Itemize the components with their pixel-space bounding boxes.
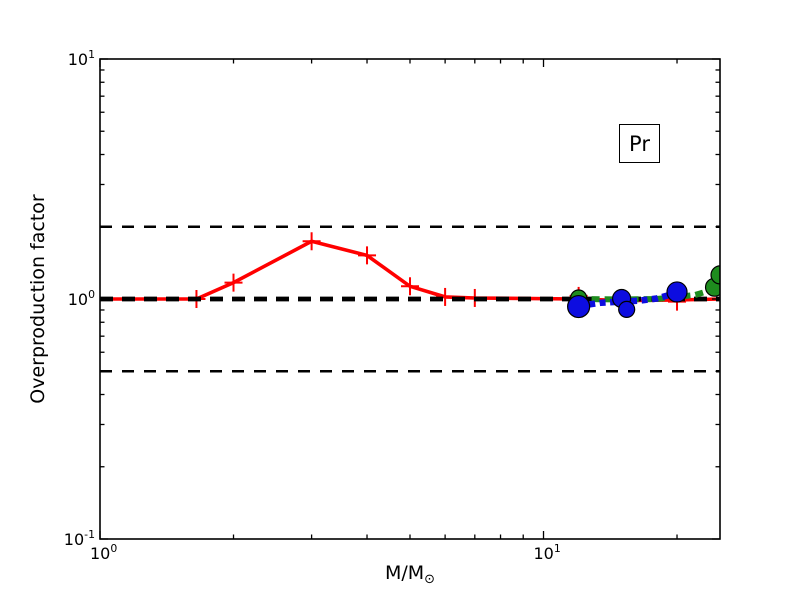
green-dashed-circles-line xyxy=(578,273,720,303)
y-tick-label: 100 xyxy=(68,288,95,309)
blue-dotted-circles-marker xyxy=(666,281,688,303)
blue-dotted-circles-marker xyxy=(618,300,636,319)
y-tick-label: 10-1 xyxy=(64,528,95,549)
x-tick-label: 101 xyxy=(534,542,561,563)
y-axis-label: Overproduction factor xyxy=(27,194,49,404)
blue-dotted-circles-marker xyxy=(567,294,591,319)
x-axis-label-text: M/M xyxy=(384,562,425,584)
green-dashed-circles-marker xyxy=(710,265,720,285)
x-axis-label: M/M⊙ xyxy=(100,562,720,587)
sun-symbol-icon: ⊙ xyxy=(424,572,436,587)
y-tick-label: 101 xyxy=(68,48,95,69)
isotope-label: Pr xyxy=(629,131,650,156)
isotope-label-box: Pr xyxy=(619,124,660,163)
data-layer xyxy=(100,225,720,373)
x-tick-label: 100 xyxy=(90,542,117,563)
